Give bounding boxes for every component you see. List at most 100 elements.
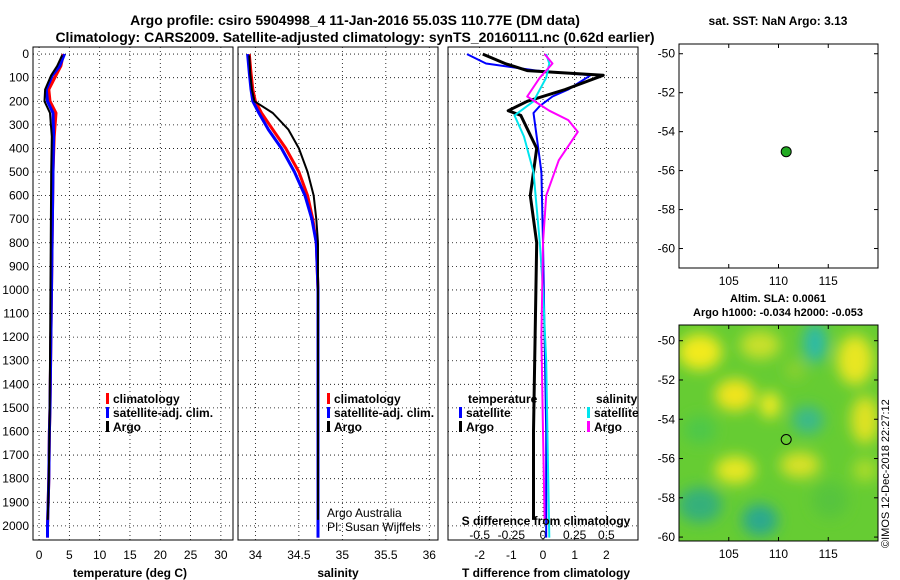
lat-tick-label: -60 <box>658 242 676 256</box>
legend-swatch-satellite-adj <box>106 407 109 418</box>
x-tick-label: 0 <box>540 548 547 562</box>
legend-label-satellite-adj: satellite-adj. clim. <box>113 406 213 420</box>
sst-map-frame <box>678 43 879 269</box>
depth-tick-label: 200 <box>9 94 29 108</box>
depth-tick-label: 500 <box>9 165 29 179</box>
depth-tick-label: 0 <box>22 47 29 61</box>
lat-tick-label: -56 <box>658 452 676 466</box>
x-tick-label: 20 <box>154 548 168 562</box>
salinity-axis-label: salinity <box>317 566 359 580</box>
temperature-panel: 0100200300400500600700800900100011001200… <box>2 46 234 580</box>
depth-tick-label: 600 <box>9 189 29 203</box>
depth-tick-label: 300 <box>9 118 29 132</box>
legend-label-t-satellite: satellite <box>466 406 511 420</box>
x-tick-label: 35 <box>336 548 350 562</box>
sla-heatmap <box>679 325 878 541</box>
top-tick-label: 0 <box>540 528 547 542</box>
difference-legend: temperature satellite Argo salinity sate… <box>459 392 639 434</box>
lon-tick-label: 110 <box>769 547 788 561</box>
x-tick-label: 35.5 <box>374 548 398 562</box>
legend-swatch-t-satellite <box>459 407 462 418</box>
annotation-argo-australia: Argo Australia <box>327 506 402 520</box>
legend-label-argo: Argo <box>113 420 141 434</box>
salinity-tick-labels: 34 34.5 35 35.5 36 <box>249 548 437 562</box>
lat-tick-label: -60 <box>658 530 676 544</box>
profile-line-s-argo <box>526 53 579 520</box>
lat-tick-label: -56 <box>658 164 676 178</box>
t-difference-tick-labels: -2 -1 0 1 2 <box>474 548 610 562</box>
salinity-grid <box>238 47 438 540</box>
depth-tick-label: 1600 <box>2 424 29 438</box>
temperature-legend: climatology satellite-adj. clim. Argo <box>106 392 213 434</box>
depth-tick-label: 700 <box>9 212 29 226</box>
x-tick-label: -2 <box>474 548 485 562</box>
depth-tick-label: 400 <box>9 141 29 155</box>
s-difference-tick-labels: -0.5 -0.25 0 0.25 0.5 <box>469 528 615 542</box>
legend-swatch-t-argo <box>459 421 462 432</box>
legend-swatch-climatology <box>106 393 109 404</box>
lat-tick-label: -50 <box>658 334 676 348</box>
x-tick-label: -1 <box>506 548 517 562</box>
lon-tick-label: 105 <box>719 274 739 288</box>
sla-map-ticks: -50 -52 -54 -56 -58 -60 105 110 115 <box>658 325 878 561</box>
x-tick-label: 25 <box>184 548 198 562</box>
depth-tick-labels: 0 100 200 300 400 500 600 700 800 900 1000 1100 1200… <box>2 47 29 533</box>
legend-swatch-argo <box>106 421 109 432</box>
legend-label-t-argo: Argo <box>466 420 494 434</box>
x-tick-label: 10 <box>93 548 107 562</box>
lat-tick-label: -58 <box>658 491 676 505</box>
depth-tick-label: 1100 <box>3 307 29 321</box>
lat-tick-label: -54 <box>658 412 676 426</box>
top-tick-label: -0.25 <box>498 528 526 542</box>
depth-tick-label: 1900 <box>2 495 29 509</box>
sst-map-title: sat. SST: NaN Argo: 3.13 <box>709 14 848 28</box>
sst-map-ticks: -50 -52 -54 -56 -58 -60 105 110 115 <box>658 44 878 288</box>
t-difference-axis-label: T difference from climatology <box>462 566 630 580</box>
top-tick-label: 0.25 <box>563 528 587 542</box>
lat-tick-label: -54 <box>658 125 676 139</box>
x-tick-label: 1 <box>571 548 578 562</box>
x-tick-label: 0 <box>36 548 43 562</box>
lon-tick-label: 105 <box>719 547 739 561</box>
legend-label-s-argo: Argo <box>594 420 622 434</box>
x-tick-label: 2 <box>603 548 610 562</box>
x-tick-label: 30 <box>214 548 228 562</box>
temperature-tick-labels: 0 5 10 15 20 25 30 <box>36 548 228 562</box>
legend-title-salinity: salinity <box>596 392 638 406</box>
legend-label-climatology: climatology <box>334 392 401 406</box>
x-tick-label: 15 <box>123 548 137 562</box>
top-tick-label: 0.5 <box>598 528 615 542</box>
salinity-legend: climatology satellite-adj. clim. Argo <box>327 392 434 434</box>
difference-panel: -2 -1 0 1 2 -0.5 -0.25 0 0.25 0.5 S difference f… <box>447 46 639 580</box>
lon-tick-label: 110 <box>769 274 788 288</box>
x-tick-label: 34 <box>249 548 263 562</box>
sla-map-panel: Altim. SLA: 0.0061 Argo h1000: -0.034 h2… <box>658 293 879 561</box>
legend-label-climatology: climatology <box>113 392 180 406</box>
argo-float-position-marker <box>780 146 792 158</box>
lat-tick-label: -58 <box>658 203 676 217</box>
temperature-profiles <box>43 53 66 538</box>
legend-swatch-satellite-adj <box>327 407 330 418</box>
lon-tick-label: 115 <box>819 274 838 288</box>
legend-swatch-climatology <box>327 393 330 404</box>
difference-profiles <box>466 52 605 538</box>
profile-line-t-argo <box>482 52 605 520</box>
profile-line-s-satellite <box>513 53 551 538</box>
x-tick-label: 36 <box>423 548 437 562</box>
depth-tick-label: 1400 <box>2 377 29 391</box>
figure-title-line2: Climatology: CARS2009. Satellite-adjuste… <box>55 29 654 45</box>
legend-swatch-argo <box>327 421 330 432</box>
imos-watermark: ©IMOS 12-Dec-2018 22:27:12 <box>880 399 892 548</box>
sla-map-title-line2: Argo h1000: -0.034 h2000: -0.053 <box>693 307 863 319</box>
sst-map-panel: sat. SST: NaN Argo: 3.13 -50 -52 -54 -56 -58… <box>658 14 879 288</box>
lon-tick-label: 115 <box>819 547 838 561</box>
depth-tick-label: 1700 <box>2 448 29 462</box>
s-difference-axis-label: S difference from climatology <box>462 514 631 528</box>
temperature-axis-label: temperature (deg C) <box>73 566 187 580</box>
depth-tick-label: 1800 <box>2 472 29 486</box>
lat-tick-label: -52 <box>658 373 676 387</box>
depth-tick-label: 1200 <box>2 330 29 344</box>
legend-label-satellite-adj: satellite-adj. clim. <box>334 406 434 420</box>
figure-title-line1: Argo profile: csiro 5904998_4 11-Jan-201… <box>130 12 580 28</box>
